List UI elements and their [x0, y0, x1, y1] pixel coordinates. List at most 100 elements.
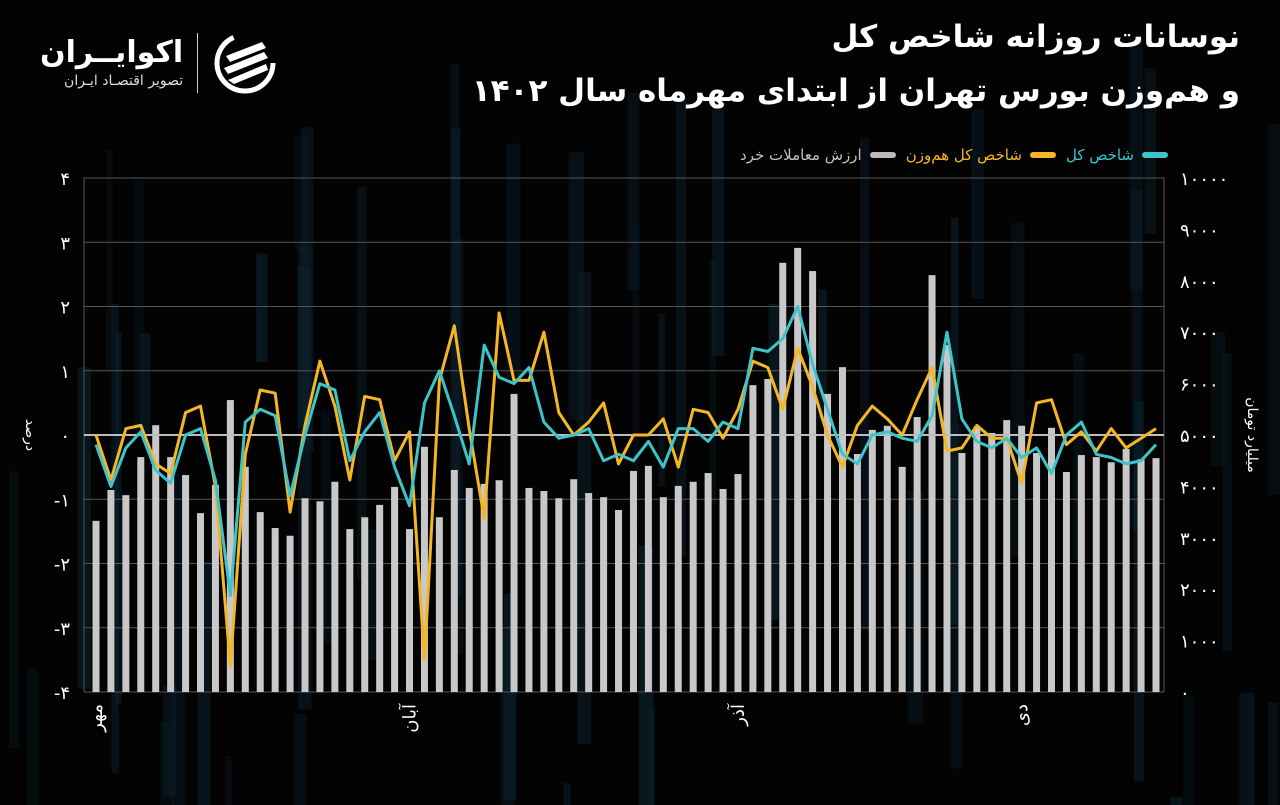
bar — [704, 473, 712, 692]
bar — [883, 425, 891, 692]
bar — [301, 498, 309, 692]
svg-text:دی: دی — [1012, 704, 1033, 726]
bar — [540, 491, 548, 692]
bar — [600, 497, 608, 692]
bar — [1092, 457, 1100, 692]
bar — [1152, 458, 1160, 692]
bar — [555, 498, 563, 692]
bar — [913, 417, 921, 692]
bar — [197, 513, 205, 692]
chart-title-line1: نوسانات روزانه شاخص کل — [831, 19, 1241, 55]
bar — [271, 528, 279, 692]
bar — [824, 393, 832, 692]
bar — [1137, 459, 1145, 692]
svg-text:۰: ۰ — [1180, 683, 1190, 704]
bar — [361, 517, 369, 692]
bar — [107, 489, 115, 692]
left-axis-title: درصد — [22, 419, 38, 451]
svg-text:آبان: آبان — [398, 703, 421, 733]
legend-label: ارزش معاملات خرد — [740, 146, 862, 164]
bar — [182, 475, 190, 692]
bar — [167, 457, 175, 692]
bar — [406, 529, 414, 692]
bar — [435, 517, 443, 692]
legend-item-retail-trade-value[interactable]: ارزش معاملات خرد — [740, 146, 896, 164]
bar — [570, 479, 578, 692]
bar — [779, 262, 787, 692]
legend-item-equal-weight-index[interactable]: شاخص کل هم‌وزن — [906, 146, 1056, 164]
bar — [585, 493, 593, 692]
bar — [674, 485, 682, 692]
bar — [734, 474, 742, 692]
line-series-total-index — [94, 305, 1158, 598]
svg-text:-۱: -۱ — [54, 490, 70, 511]
bar — [838, 367, 846, 692]
bar — [689, 481, 697, 692]
bar — [764, 378, 772, 692]
bar — [1003, 420, 1011, 692]
svg-text:۳: ۳ — [60, 233, 70, 254]
bar — [928, 275, 936, 692]
right-axis-title: میلیارد تومان — [1244, 397, 1260, 472]
svg-text:-۳: -۳ — [54, 619, 70, 640]
bar — [211, 484, 219, 692]
svg-text:مهر: مهر — [86, 704, 107, 733]
bar — [809, 271, 817, 692]
legend-label: شاخص کل — [1065, 146, 1134, 164]
bar — [1018, 425, 1026, 692]
bar — [973, 426, 981, 692]
bar — [376, 504, 384, 692]
bar — [853, 454, 861, 692]
svg-text:آذر: آذر — [726, 703, 749, 727]
svg-text:۴: ۴ — [60, 169, 70, 190]
bar — [316, 501, 324, 692]
svg-text:۰: ۰ — [60, 426, 70, 447]
bar — [286, 535, 294, 692]
bar — [943, 345, 951, 692]
bar — [495, 480, 503, 692]
legend-swatch-yellow — [1029, 152, 1056, 158]
bar — [1033, 452, 1041, 692]
bar — [465, 487, 473, 692]
bar — [420, 446, 428, 692]
brand-divider — [197, 33, 199, 93]
bar — [480, 483, 488, 692]
bar — [644, 465, 652, 692]
line-series-equal-weight-index — [94, 311, 1157, 668]
svg-text:۵۰۰۰: ۵۰۰۰ — [1180, 426, 1219, 447]
bar — [122, 495, 130, 692]
bar — [450, 469, 458, 692]
bar — [1077, 455, 1085, 692]
bar — [988, 432, 996, 692]
bar — [391, 486, 399, 692]
bar — [1107, 462, 1115, 692]
svg-text:۲: ۲ — [60, 298, 70, 319]
bar — [958, 452, 966, 692]
bar — [525, 487, 533, 692]
bar — [1122, 448, 1130, 692]
brand-subtitle: تصویر اقتصـاد ایـران — [64, 73, 184, 89]
svg-text:۳۰۰۰: ۳۰۰۰ — [1180, 529, 1219, 550]
legend-label: شاخص کل هم‌وزن — [905, 146, 1022, 164]
legend-swatch-teal — [1142, 152, 1168, 158]
bar — [659, 497, 667, 692]
bar — [241, 466, 249, 692]
x-axis-month-labels: مهر آبان آذر دی — [86, 703, 1033, 733]
svg-text:۲۰۰۰: ۲۰۰۰ — [1180, 580, 1219, 601]
brand-block: اکوایــران تصویر اقتصـاد ایـران — [40, 30, 278, 96]
legend-item-total-index[interactable]: شاخص کل — [1066, 146, 1168, 164]
chart-title-line2: و هم‌وزن بورس تهران از ابتدای مهرماه سال… — [471, 73, 1240, 109]
bar — [1062, 472, 1070, 692]
bar — [719, 488, 727, 692]
bar — [749, 385, 757, 692]
bar — [256, 512, 264, 692]
bar — [331, 481, 339, 692]
svg-text:-۲: -۲ — [54, 555, 70, 576]
left-axis-ticks: ۴ ۳ ۲ ۱ ۰ -۱ -۲ -۳ -۴ — [54, 169, 71, 704]
legend-swatch-gray — [869, 152, 896, 158]
svg-text:۹۰۰۰: ۹۰۰۰ — [1180, 220, 1219, 241]
bar — [92, 520, 100, 692]
svg-text:۷۰۰۰: ۷۰۰۰ — [1180, 323, 1219, 344]
svg-text:۱: ۱ — [60, 362, 70, 383]
